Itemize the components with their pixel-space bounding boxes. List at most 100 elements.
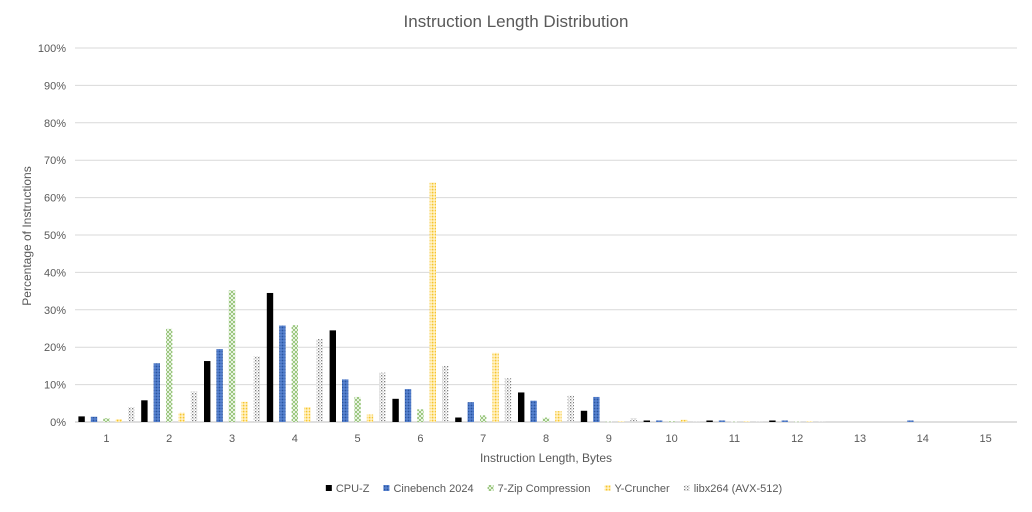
bar-libx264-avx-512- xyxy=(128,407,135,422)
bar-y-cruncher xyxy=(241,401,248,422)
bar-libx264-avx-512- xyxy=(818,421,826,422)
legend-label: Cinebench 2024 xyxy=(393,483,473,495)
bar-cinebench-2024 xyxy=(279,325,286,422)
bar-libx264-avx-512- xyxy=(693,421,700,422)
bar-libx264-avx-512- xyxy=(190,391,198,422)
x-tick-label: 9 xyxy=(606,433,612,445)
y-axis-ticks: 0% 10% 20% 30% 40% 50% 60% 70% 80% 90% 100% xyxy=(38,43,66,429)
bar-cinebench-2024 xyxy=(907,420,914,422)
legend-swatch xyxy=(325,485,332,491)
x-tick-label: 13 xyxy=(854,433,866,445)
bar-cpu-z xyxy=(455,417,462,422)
y-tick-label: 10% xyxy=(44,380,66,392)
bar-cpu-z xyxy=(204,361,211,422)
bar-7-zip-compression xyxy=(542,417,550,422)
bar-cpu-z xyxy=(643,420,650,422)
bar-libx264-avx-512- xyxy=(379,372,386,422)
x-axis-ticks: 1 2 3 4 5 6 7 8 9 10 11 12 13 14 15 xyxy=(103,433,991,445)
bar-cinebench-2024 xyxy=(90,416,98,422)
x-tick-label: 14 xyxy=(917,433,929,445)
legend-label: 7-Zip Compression xyxy=(498,483,591,495)
bar-cpu-z xyxy=(266,292,274,422)
bar-y-cruncher xyxy=(806,421,813,422)
bar-y-cruncher xyxy=(680,419,688,422)
bar-cinebench-2024 xyxy=(593,396,600,422)
x-tick-label: 1 xyxy=(103,433,109,445)
legend-label: libx264 (AVX-512) xyxy=(694,483,782,495)
bar-cpu-z xyxy=(518,392,525,422)
bar-cinebench-2024 xyxy=(404,389,412,422)
bar-cpu-z xyxy=(392,398,399,422)
bar-cinebench-2024 xyxy=(530,400,537,422)
y-tick-label: 70% xyxy=(44,155,66,167)
legend-swatch xyxy=(604,485,611,491)
y-tick-label: 90% xyxy=(44,80,66,92)
bar-y-cruncher xyxy=(429,182,436,422)
y-tick-label: 30% xyxy=(44,305,66,317)
bar-cinebench-2024 xyxy=(656,420,663,422)
bars xyxy=(78,182,914,423)
bar-y-cruncher xyxy=(366,414,374,422)
bar-7-zip-compression xyxy=(228,290,236,422)
bar-y-cruncher xyxy=(178,412,185,422)
bar-cinebench-2024 xyxy=(216,349,223,422)
legend-swatch xyxy=(683,485,690,491)
bar-cpu-z xyxy=(580,410,588,422)
bar-7-zip-compression xyxy=(794,421,801,423)
x-tick-label: 6 xyxy=(417,433,423,445)
bar-y-cruncher xyxy=(115,419,122,422)
x-tick-label: 5 xyxy=(355,433,361,445)
bar-cpu-z xyxy=(329,330,336,422)
bar-cpu-z xyxy=(78,416,85,422)
y-tick-label: 60% xyxy=(44,193,66,205)
x-axis-title: Instruction Length, Bytes xyxy=(480,451,612,465)
bar-libx264-avx-512- xyxy=(756,421,763,422)
bar-7-zip-compression xyxy=(166,328,173,422)
gridlines xyxy=(75,47,1017,423)
legend-swatch xyxy=(383,485,390,491)
chart-title: Instruction Length Distribution xyxy=(404,12,629,31)
bar-libx264-avx-512- xyxy=(504,378,512,422)
y-tick-label: 0% xyxy=(50,417,66,429)
x-tick-label: 3 xyxy=(229,433,235,445)
bar-7-zip-compression xyxy=(605,421,612,423)
y-tick-label: 20% xyxy=(44,342,66,354)
x-tick-label: 8 xyxy=(543,433,549,445)
bar-cinebench-2024 xyxy=(342,379,349,422)
y-tick-label: 100% xyxy=(38,43,66,55)
x-tick-label: 12 xyxy=(791,433,803,445)
bar-cinebench-2024 xyxy=(153,363,160,422)
bar-7-zip-compression xyxy=(731,421,738,423)
bar-libx264-avx-512- xyxy=(442,365,449,422)
bar-cinebench-2024 xyxy=(781,420,788,422)
bar-cinebench-2024 xyxy=(467,402,474,422)
legend-swatch xyxy=(487,485,494,491)
x-tick-label: 7 xyxy=(480,433,486,445)
x-tick-label: 15 xyxy=(979,433,991,445)
bar-7-zip-compression xyxy=(480,415,487,422)
bar-y-cruncher xyxy=(555,411,562,422)
bar-y-cruncher xyxy=(304,407,311,422)
bar-y-cruncher xyxy=(618,421,625,422)
y-axis-title: Percentage of Instructions xyxy=(20,166,34,305)
bar-7-zip-compression xyxy=(417,409,424,422)
bar-cpu-z xyxy=(706,420,713,422)
y-tick-label: 80% xyxy=(44,118,66,130)
bar-libx264-avx-512- xyxy=(253,356,260,422)
legend-label: CPU-Z xyxy=(336,483,370,495)
bar-y-cruncher xyxy=(743,421,750,422)
x-tick-label: 10 xyxy=(665,433,677,445)
x-tick-label: 2 xyxy=(166,433,172,445)
x-tick-label: 4 xyxy=(292,433,298,445)
legend-label: Y-Cruncher xyxy=(614,483,670,495)
x-tick-label: 11 xyxy=(729,433,740,445)
bar-7-zip-compression xyxy=(354,396,361,422)
bar-7-zip-compression xyxy=(291,325,298,422)
bar-cpu-z xyxy=(769,420,776,422)
bar-cpu-z xyxy=(141,400,148,422)
bar-libx264-avx-512- xyxy=(316,338,323,422)
bar-libx264-avx-512- xyxy=(630,418,637,422)
y-tick-label: 50% xyxy=(44,230,66,242)
bar-7-zip-compression xyxy=(668,421,675,422)
